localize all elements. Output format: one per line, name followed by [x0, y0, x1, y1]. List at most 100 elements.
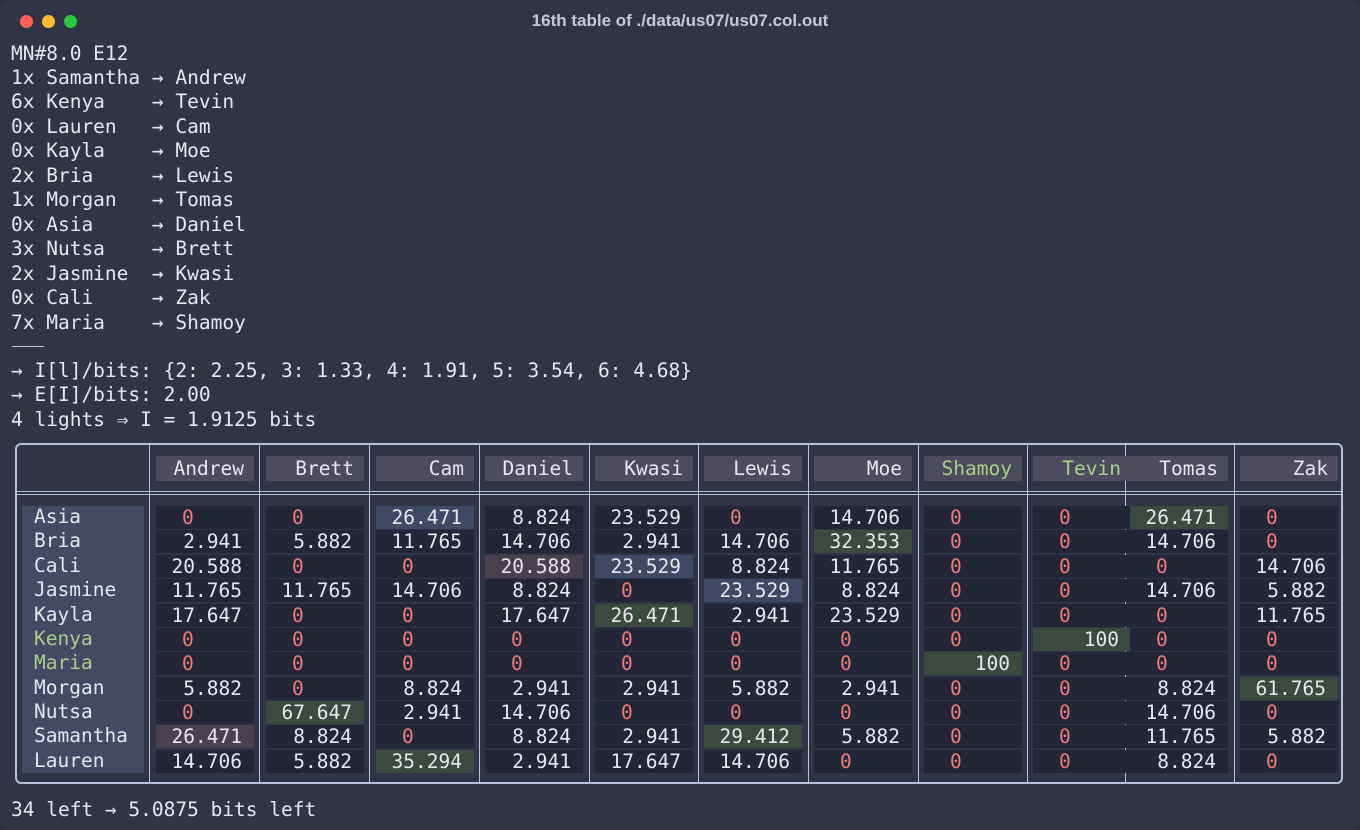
row-label-jasmine: Jasmine [34, 578, 117, 601]
table-cell: 5.882 [156, 677, 254, 700]
table-cell: 0 [1130, 555, 1228, 578]
row-label-nutsa: Nutsa [34, 700, 93, 723]
table-cell: 0 [1240, 628, 1338, 651]
table-cell: 0 [595, 652, 693, 675]
table-cell: 11.765 [376, 530, 474, 553]
close-button[interactable] [20, 15, 33, 28]
table-cell: 5.882 [1240, 725, 1338, 748]
table-cell: 32.353 [814, 530, 912, 553]
table-cell: 0 [1240, 750, 1338, 773]
table-cell: 0 [1033, 506, 1131, 529]
row-label-asia: Asia [34, 505, 81, 528]
row-label-bria: Bria [34, 529, 81, 552]
table-cell: 5.882 [1240, 579, 1338, 602]
table-cell: 11.765 [1130, 725, 1228, 748]
row-label-kayla: Kayla [34, 603, 93, 626]
table-cell: 67.647 [266, 701, 364, 724]
table-cell: 0 [704, 652, 802, 675]
header-line: MN#8.0 E12 [11, 42, 129, 65]
table-cell: 0 [1033, 677, 1131, 700]
table-cell: 0 [1240, 652, 1338, 675]
constraint-line: 0x Lauren → Cam [11, 114, 211, 138]
table-cell: 14.706 [1130, 701, 1228, 724]
table-cell: 17.647 [485, 604, 583, 627]
table-cell: 8.824 [266, 725, 364, 748]
table-cell: 0 [376, 652, 474, 675]
table-cell: 26.471 [156, 725, 254, 748]
table-cell: 14.706 [1130, 530, 1228, 553]
table-cell: 8.824 [485, 725, 583, 748]
footer-status: 34 left → 5.0875 bits left [11, 798, 317, 821]
table-cell: 14.706 [704, 750, 802, 773]
title-bar: 16th table of ./data/us07/us07.col.out [0, 0, 1360, 42]
table-cell: 17.647 [595, 750, 693, 773]
table-cell: 0 [376, 555, 474, 578]
table-cell: 11.765 [266, 579, 364, 602]
zoom-button[interactable] [64, 15, 77, 28]
table-cell: 2.941 [704, 604, 802, 627]
constraint-line: 0x Kayla → Moe [11, 139, 211, 163]
column-header-shamoy: Shamoy [924, 456, 1022, 481]
table-cell: 0 [924, 579, 1022, 602]
table-cell: 0 [1033, 579, 1131, 602]
table-cell: 8.824 [1130, 677, 1228, 700]
table-cell: 0 [376, 628, 474, 651]
minimize-button[interactable] [42, 15, 55, 28]
table-cell: 0 [924, 725, 1022, 748]
table-cell: 0 [1130, 628, 1228, 651]
table-cell: 5.882 [704, 677, 802, 700]
table-cell: 61.765 [1240, 677, 1338, 700]
table-cell: 23.529 [704, 579, 802, 602]
divider-rule [12, 346, 44, 347]
table-cell: 0 [485, 628, 583, 651]
row-label-morgan: Morgan [34, 676, 105, 699]
table-cell: 0 [1033, 530, 1131, 553]
table-cell: 0 [924, 555, 1022, 578]
table-cell: 0 [266, 677, 364, 700]
table-cell: 2.941 [814, 677, 912, 700]
table-cell: 14.706 [376, 579, 474, 602]
table-cell: 23.529 [595, 555, 693, 578]
constraint-line: 1x Morgan → Tomas [11, 188, 235, 212]
table-cell: 23.529 [814, 604, 912, 627]
constraint-line: 2x Bria → Lewis [11, 163, 235, 187]
table-cell: 0 [814, 701, 912, 724]
table-cell: 0 [376, 725, 474, 748]
table-cell: 0 [924, 506, 1022, 529]
table-cell: 14.706 [704, 530, 802, 553]
table-cell: 2.941 [595, 725, 693, 748]
table-cell: 8.824 [814, 579, 912, 602]
table-cell: 0 [1033, 652, 1131, 675]
column-header-kwasi: Kwasi [595, 456, 693, 481]
table-cell: 0 [376, 604, 474, 627]
row-label-band [22, 506, 144, 773]
table-cell: 5.882 [266, 750, 364, 773]
header-separator [17, 491, 1341, 492]
table-cell: 2.941 [376, 701, 474, 724]
table-cell: 5.882 [814, 725, 912, 748]
column-separator [918, 445, 919, 782]
table-cell: 0 [156, 506, 254, 529]
table-cell: 0 [1240, 506, 1338, 529]
table-cell: 0 [704, 506, 802, 529]
table-cell: 0 [1033, 604, 1131, 627]
table-cell: 0 [1240, 530, 1338, 553]
table-cell: 11.765 [814, 555, 912, 578]
table-cell: 0 [924, 628, 1022, 651]
table-cell: 0 [924, 701, 1022, 724]
table-cell: 0 [156, 701, 254, 724]
column-separator [1234, 445, 1235, 782]
table-cell: 0 [156, 652, 254, 675]
table-cell: 5.882 [266, 530, 364, 553]
table-cell: 8.824 [485, 506, 583, 529]
table-cell: 0 [266, 555, 364, 578]
table-cell: 2.941 [485, 677, 583, 700]
table-cell: 14.706 [485, 701, 583, 724]
info-line: → I[l]/bits: {2: 2.25, 3: 1.33, 4: 1.91,… [11, 359, 692, 382]
constraint-line: 6x Kenya → Tevin [11, 90, 235, 114]
table-cell: 0 [814, 750, 912, 773]
table-cell: 0 [924, 604, 1022, 627]
table-cell: 0 [1033, 725, 1131, 748]
table-cell: 0 [1130, 652, 1228, 675]
